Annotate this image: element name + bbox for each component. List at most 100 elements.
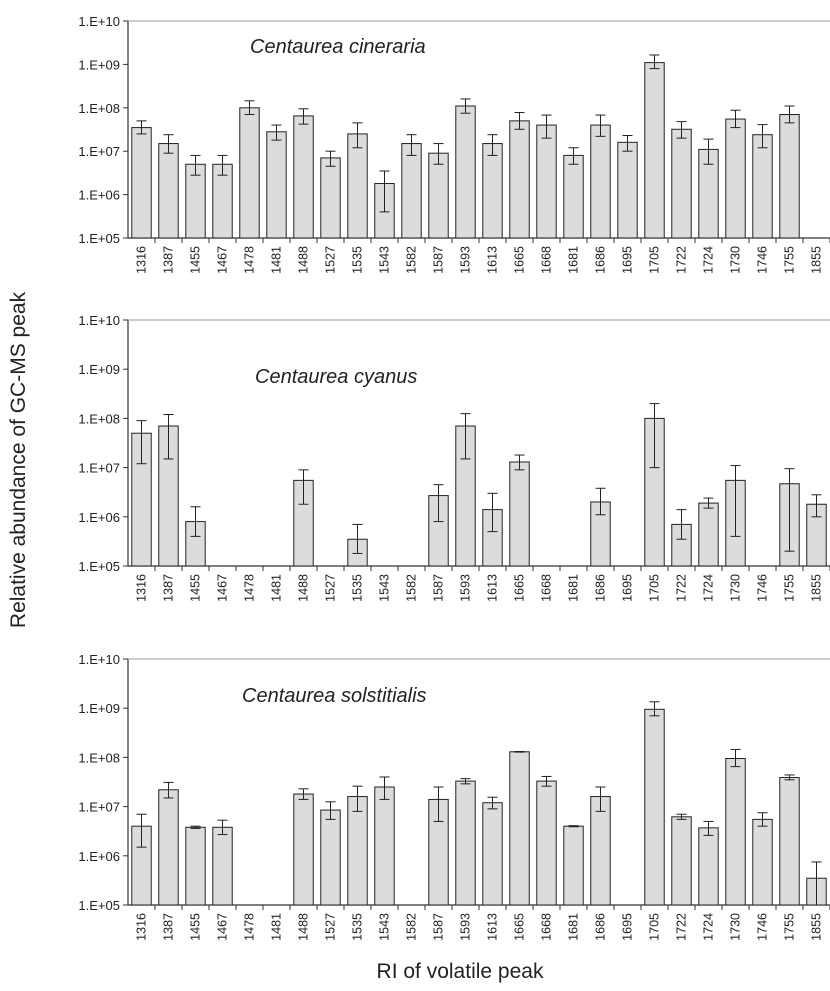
bar <box>401 143 422 239</box>
bar <box>239 107 260 239</box>
x-tick-label: 1587 <box>432 913 446 941</box>
x-tick-label: 1746 <box>756 913 770 941</box>
x-tick-label: 1455 <box>189 913 203 941</box>
bar <box>482 802 503 906</box>
chart-title: Centaurea cineraria <box>250 36 426 58</box>
bar <box>320 809 341 906</box>
x-tick-label: 1467 <box>216 913 230 941</box>
y-tick-label: 1.E+09 <box>78 362 120 377</box>
x-tick-label: 1582 <box>405 246 419 274</box>
x-tick-label: 1755 <box>783 246 797 274</box>
y-axis-label: Relative abundance of GC-MS peak <box>7 291 30 628</box>
x-tick-label: 1613 <box>486 246 500 274</box>
x-tick-label: 1730 <box>729 913 743 941</box>
x-axis-label: RI of volatile peak <box>377 960 544 983</box>
x-tick-label: 1481 <box>270 246 284 274</box>
y-tick-label: 1.E+09 <box>78 701 120 716</box>
x-tick-label: 1488 <box>297 913 311 941</box>
x-tick-label: 1668 <box>540 574 554 602</box>
x-tick-label: 1681 <box>567 246 581 274</box>
x-tick-label: 1593 <box>459 574 473 602</box>
x-tick-label: 1543 <box>378 246 392 274</box>
x-tick-label: 1730 <box>729 574 743 602</box>
x-tick-label: 1455 <box>189 574 203 602</box>
bar <box>347 133 368 239</box>
x-tick-label: 1705 <box>648 246 662 274</box>
x-tick-label: 1855 <box>810 574 824 602</box>
bar <box>185 826 206 906</box>
x-tick-label: 1593 <box>459 913 473 941</box>
x-tick-label: 1478 <box>243 574 257 602</box>
x-tick-label: 1681 <box>567 574 581 602</box>
x-tick-label: 1481 <box>270 574 284 602</box>
bar <box>752 818 773 906</box>
bar <box>644 62 665 239</box>
chart-panel: 1.E+05 1.E+06 1.E+07 1.E+08 1.E+09 1.E+10 Cent… <box>78 652 830 941</box>
y-tick-label: 1.E+09 <box>78 57 120 72</box>
y-tick-label: 1.E+06 <box>78 849 120 864</box>
bar <box>671 816 692 906</box>
bar <box>482 143 503 239</box>
bar <box>779 777 800 906</box>
bar <box>455 780 476 906</box>
x-tick-label: 1582 <box>405 913 419 941</box>
bar <box>536 124 557 239</box>
y-tick-label: 1.E+05 <box>78 231 120 246</box>
x-tick-label: 1681 <box>567 913 581 941</box>
bar <box>158 143 179 239</box>
x-tick-label: 1613 <box>486 574 500 602</box>
bar <box>644 708 665 906</box>
chart-title: Centaurea solstitialis <box>242 685 427 707</box>
bar <box>725 757 746 906</box>
x-tick-label: 1535 <box>351 913 365 941</box>
x-tick-label: 1695 <box>621 913 635 941</box>
y-tick-label: 1.E+07 <box>78 144 120 159</box>
bar <box>563 154 584 239</box>
x-tick-label: 1387 <box>162 246 176 274</box>
y-tick-label: 1.E+05 <box>78 559 120 574</box>
y-tick-label: 1.E+05 <box>78 898 120 913</box>
x-tick-label: 1705 <box>648 574 662 602</box>
bar <box>725 118 746 239</box>
y-tick-label: 1.E+06 <box>78 188 120 203</box>
x-tick-label: 1527 <box>324 574 338 602</box>
y-tick-label: 1.E+06 <box>78 510 120 525</box>
bar <box>320 157 341 239</box>
bar <box>563 825 584 906</box>
x-tick-label: 1724 <box>702 574 716 602</box>
bar <box>698 827 719 906</box>
x-tick-label: 1686 <box>594 246 608 274</box>
bar <box>158 789 179 906</box>
bar <box>590 796 611 906</box>
x-tick-label: 1722 <box>675 246 689 274</box>
x-tick-label: 1543 <box>378 913 392 941</box>
bar <box>293 115 314 239</box>
x-tick-label: 1855 <box>810 913 824 941</box>
bar <box>212 826 233 906</box>
x-tick-label: 1316 <box>135 913 149 941</box>
x-tick-label: 1665 <box>513 913 527 941</box>
x-tick-label: 1686 <box>594 913 608 941</box>
bar <box>752 134 773 239</box>
x-tick-label: 1724 <box>702 913 716 941</box>
bar <box>509 751 530 906</box>
x-tick-label: 1722 <box>675 574 689 602</box>
x-tick-label: 1695 <box>621 246 635 274</box>
bar <box>374 786 395 906</box>
bar <box>509 461 530 567</box>
bar <box>536 780 557 906</box>
bar <box>293 793 314 906</box>
y-tick-label: 1.E+08 <box>78 101 120 116</box>
y-tick-label: 1.E+08 <box>78 750 120 765</box>
x-tick-label: 1488 <box>297 246 311 274</box>
x-tick-label: 1387 <box>162 913 176 941</box>
x-tick-label: 1481 <box>270 913 284 941</box>
x-tick-label: 1613 <box>486 913 500 941</box>
bar <box>131 127 152 239</box>
x-tick-label: 1746 <box>756 574 770 602</box>
bar <box>617 141 638 239</box>
x-tick-label: 1730 <box>729 246 743 274</box>
y-tick-label: 1.E+07 <box>78 800 120 815</box>
x-tick-label: 1478 <box>243 913 257 941</box>
